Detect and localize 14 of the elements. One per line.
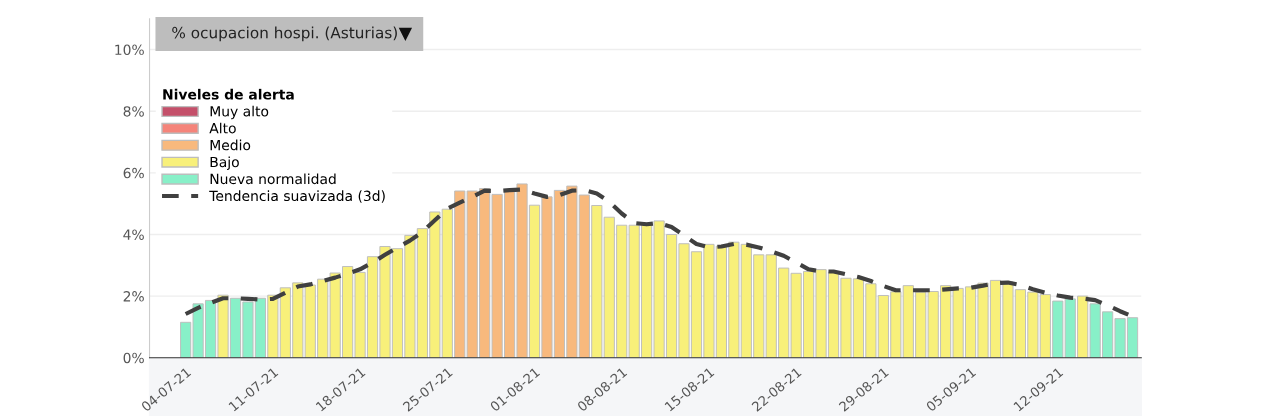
legend-label: Muy alto <box>210 105 269 120</box>
legend-label: Medio <box>210 139 251 151</box>
y-tick-label: 8% <box>123 106 144 117</box>
y-tick-label: 4% <box>123 229 144 240</box>
y-tick-label: 2% <box>123 291 144 302</box>
legend-label: Nueva normalidad <box>210 173 336 185</box>
legend-label: Alto <box>209 122 236 134</box>
y-tick-label: 6% <box>123 167 144 179</box>
legend-label: Bajo <box>210 156 239 170</box>
legend-label: Tendencia suavizada (3d) <box>209 190 385 203</box>
chart-title: % ocupacion hospi. (Asturias) <box>172 26 397 42</box>
legend-title: Niveles de alerta <box>163 88 294 100</box>
y-tick-label: 10% <box>115 44 144 56</box>
y-tick-label: 0% <box>123 352 144 364</box>
